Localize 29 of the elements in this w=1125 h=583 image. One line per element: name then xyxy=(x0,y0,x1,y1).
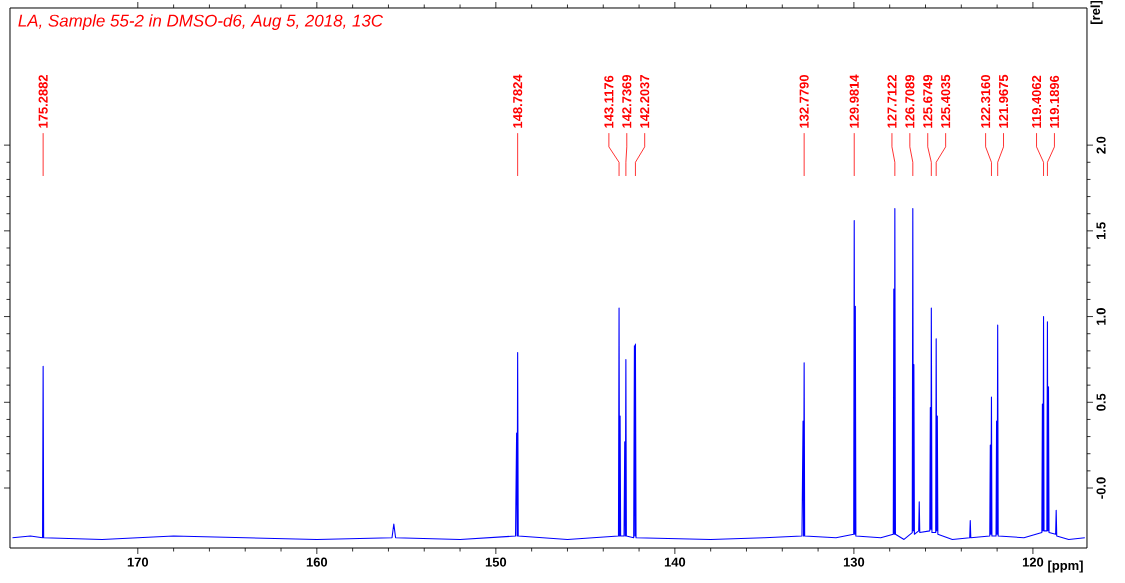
y-tick-label: 1.0 xyxy=(1096,308,1106,325)
y-tick-label: 2.0 xyxy=(1096,136,1106,154)
annotation: 119.1896 xyxy=(1049,75,1060,128)
annotation: 175.2882 xyxy=(38,75,48,128)
x-tick-label: 150 xyxy=(485,557,507,567)
x-tick-label: 120 xyxy=(1022,557,1044,567)
annotation: 121.9675 xyxy=(998,74,1009,128)
chart-title: LA, Sample 55-2 in DMSO-d6, Aug 5, 2018, 13C xyxy=(18,14,384,30)
x-tick-label: 130 xyxy=(843,557,865,567)
annotation: 122.3160 xyxy=(981,75,991,128)
annotation: 125.6749 xyxy=(923,74,933,128)
y-tick-label: -0.0 xyxy=(1096,477,1106,499)
y-tick-label: 1.5 xyxy=(1096,222,1106,240)
annotation: 119.4062 xyxy=(1031,75,1042,128)
annotation: 125.4035 xyxy=(941,74,951,128)
x-tick-label: 170 xyxy=(127,557,149,567)
x-tick-label: 160 xyxy=(306,557,328,567)
annotation: 142.7369 xyxy=(622,74,632,128)
annotation: 127.7122 xyxy=(887,75,897,128)
annotation: 132.7790 xyxy=(799,75,809,128)
annotation: 126.7089 xyxy=(905,74,915,128)
x-axis-title: [ppm] xyxy=(1048,560,1083,573)
annotation: 142.2037 xyxy=(640,75,650,128)
annotation: 148.7824 xyxy=(513,74,523,128)
y-axis-title: [rel] xyxy=(1090,0,1103,24)
y-tick-label: 0.5 xyxy=(1096,393,1106,411)
x-tick-label: 140 xyxy=(664,557,686,567)
annotation: 143.1176 xyxy=(604,75,614,128)
annotation: 129.9814 xyxy=(849,74,859,128)
